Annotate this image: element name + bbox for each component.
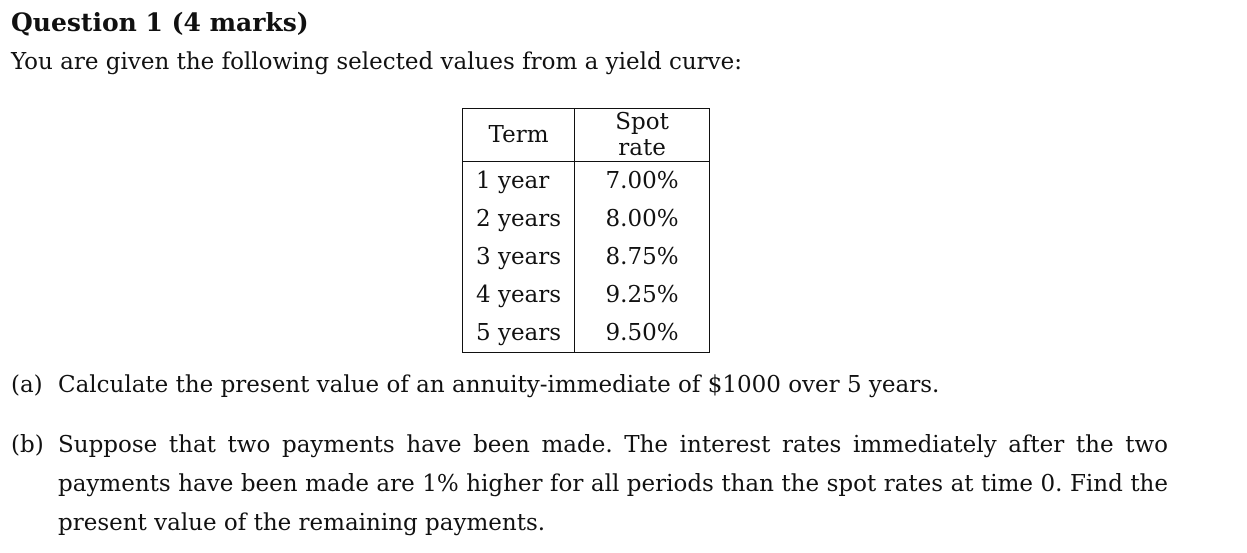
- term-cell: 5 years: [462, 314, 576, 353]
- spot-rate-cell: 7.00%: [605, 168, 679, 194]
- part-a-label: (a): [11, 372, 43, 398]
- part-b-text: Suppose that two payments have been made…: [58, 432, 1168, 536]
- column-header-term: Term: [462, 108, 576, 162]
- spot-rate-cell: 8.75%: [605, 244, 679, 270]
- table-row: 2 years 8.00%: [462, 200, 710, 238]
- part-b-label: (b): [11, 432, 44, 458]
- spot-rate-cell: 8.00%: [605, 206, 679, 232]
- question-title: Question 1: [11, 8, 163, 37]
- part-a-text: Calculate the present value of an annuit…: [58, 372, 940, 398]
- table-row: 4 years 9.25%: [462, 276, 710, 314]
- table-row: 5 years 9.50%: [462, 314, 710, 353]
- term-cell: 2 years: [462, 200, 576, 238]
- intro-text: You are given the following selected val…: [11, 49, 743, 75]
- spot-rate-cell: 9.50%: [605, 320, 679, 346]
- table-row: 1 year 7.00%: [462, 161, 710, 200]
- question-marks: (4 marks): [171, 8, 309, 37]
- yield-curve-table: Term Spot rate 1 year 7.00% 2 years 8.00…: [462, 108, 711, 353]
- term-cell: 4 years: [462, 276, 576, 314]
- question-heading: Question 1 (4 marks): [11, 8, 309, 37]
- spot-rate-cell: 9.25%: [605, 282, 679, 308]
- table-row: 3 years 8.75%: [462, 238, 710, 276]
- part-a: (a) Calculate the present value of an an…: [11, 366, 1241, 406]
- term-cell: 3 years: [462, 238, 576, 276]
- table-header-row: Term Spot rate: [462, 108, 710, 162]
- part-b: (b) Suppose that two payments have been …: [11, 426, 1241, 546]
- term-cell: 1 year: [462, 161, 576, 200]
- column-header-spot-rate: Spot rate: [574, 108, 710, 162]
